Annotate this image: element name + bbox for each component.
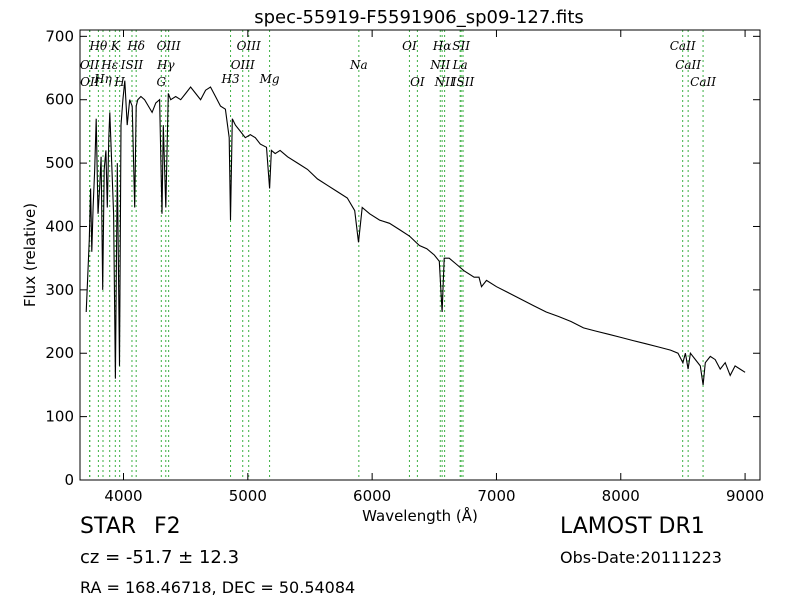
- marker-label: ISII: [120, 58, 144, 72]
- x-tick-label: 5000: [229, 487, 267, 505]
- object-class-label: STAR: [80, 514, 137, 539]
- y-tick-label: 100: [45, 408, 74, 426]
- plot-frame: [79, 29, 761, 481]
- marker-label: OII: [80, 58, 100, 72]
- x-ticks: 4000 5000 6000 7000 8000 9000: [104, 30, 764, 505]
- marker-label: Hε: [100, 58, 118, 72]
- y-axis-label: Flux (relative): [21, 203, 39, 307]
- x-tick-label: 8000: [602, 487, 640, 505]
- marker-label: Mg: [259, 72, 280, 86]
- marker-label: OIII: [237, 39, 261, 53]
- marker-label: G: [157, 75, 167, 89]
- redshift-cz: cz = -51.7 ± 12.3: [80, 547, 240, 568]
- marker-label: OI: [410, 75, 425, 89]
- survey-name: LAMOST DR1: [560, 514, 705, 539]
- y-tick-label: 0: [64, 471, 74, 489]
- observation-date: Obs-Date:20111223: [560, 548, 722, 567]
- object-class: STAR F2: [80, 516, 181, 538]
- marker-label: CaII: [670, 39, 696, 53]
- y-tick-label: 700: [45, 27, 74, 45]
- marker-lines: [89, 30, 704, 480]
- marker-label: NII: [434, 75, 455, 89]
- chart-title: spec-55919-F5591906_sp09-127.fits: [254, 7, 584, 28]
- marker-label: NII: [429, 58, 450, 72]
- x-tick-label: 9000: [726, 487, 764, 505]
- y-ticks: 0 100 200 300 400 500 600 700: [45, 27, 760, 489]
- marker-label: OI: [402, 39, 417, 53]
- y-tick-label: 400: [45, 217, 74, 235]
- marker-label: CaII: [690, 75, 716, 89]
- marker-label: Hδ: [126, 39, 145, 53]
- y-tick-label: 200: [45, 344, 74, 362]
- marker-label: Hη: [93, 72, 112, 86]
- marker-label: ISII: [451, 75, 475, 89]
- x-tick-label: 6000: [353, 487, 391, 505]
- marker-label: H: [113, 75, 125, 89]
- sky-coordinates: RA = 168.46718, DEC = 50.54084: [80, 578, 356, 597]
- marker-label: OIII: [157, 39, 181, 53]
- marker-label: Hα: [432, 39, 452, 53]
- marker-label: Na: [349, 58, 368, 72]
- y-tick-label: 300: [45, 281, 74, 299]
- marker-label: Hθ: [89, 39, 108, 53]
- y-tick-label: 600: [45, 91, 74, 109]
- marker-label: CaII: [675, 58, 701, 72]
- marker-label: OIII: [231, 58, 255, 72]
- spectrum-line: [85, 80, 746, 385]
- marker-label: Hγ: [156, 58, 175, 72]
- x-tick-label: 4000: [104, 487, 142, 505]
- y-tick-label: 500: [45, 154, 74, 172]
- object-subclass: F2: [154, 514, 181, 539]
- marker-label: La: [452, 58, 468, 72]
- marker-label: OII: [80, 75, 100, 89]
- marker-label: H3: [220, 72, 239, 86]
- marker-label: K: [110, 39, 121, 53]
- x-tick-label: 7000: [477, 487, 515, 505]
- x-axis-label: Wavelength (Å): [362, 506, 478, 525]
- marker-label: SII: [452, 39, 470, 53]
